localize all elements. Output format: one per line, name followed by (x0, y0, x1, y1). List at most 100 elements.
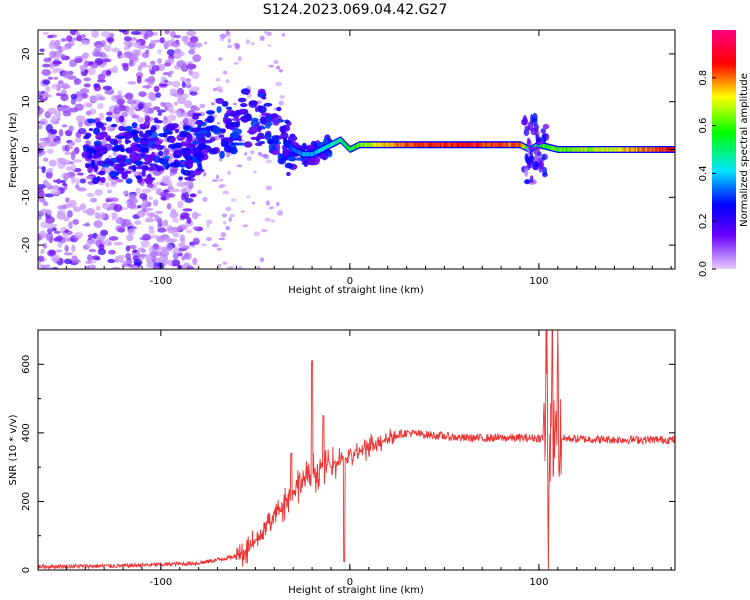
spectrogram-noise-blob (128, 59, 134, 67)
spectrogram-noise-blob (43, 157, 49, 162)
colorbar-label: Normalized spectral amplitude (739, 73, 750, 227)
spectrogram-noise-blob (85, 260, 92, 265)
spectrogram-ridge-blob (284, 119, 290, 124)
spectrogram-ridge-blob (287, 156, 295, 162)
spectrogram-noise-blob (165, 193, 176, 198)
spectrogram-noise-blob (173, 93, 183, 98)
spectrogram-noise-blob (69, 161, 74, 165)
spectrogram-noise-blob (60, 38, 67, 42)
spectrogram-noise-blob (257, 151, 263, 157)
spectrogram-noise-blob (206, 223, 210, 228)
spectrogram-ridge-core (539, 142, 542, 148)
spectrogram-blobs (38, 30, 675, 269)
spectrogram-disturbance-blob (532, 161, 540, 171)
spectrogram-disturbance-blob (542, 123, 550, 130)
spectrogram-ridge-blob (254, 106, 259, 113)
spectrogram-noise-blob (178, 242, 186, 249)
spectrogram-noise-blob (113, 107, 122, 115)
spectrogram-ridge-core (514, 142, 517, 147)
spectrogram-ridge-core (287, 142, 290, 148)
spectrogram-ridge-core (406, 142, 409, 147)
spectrogram-noise-blob (42, 243, 47, 249)
spectrogram-noise-blob (95, 205, 101, 211)
spectrogram-noise-blob (215, 174, 220, 180)
spectrogram-noise-blob (41, 92, 47, 100)
spectrogram-ridge-core (575, 147, 578, 152)
spectrogram-ridge-core (292, 146, 294, 152)
spectrogram-ridge-core (481, 142, 484, 147)
spectrogram-noise-blob (222, 190, 230, 195)
spectrogram-noise-blob (53, 230, 61, 234)
spectrogram-disturbance-blob (542, 166, 547, 176)
spectrogram-ridge-blob (229, 110, 238, 117)
spectrogram-noise-blob (48, 159, 57, 167)
spectrogram-ridge-core (494, 142, 496, 147)
spectrogram-ridge-core (284, 139, 286, 144)
spectrogram-ridge-core (613, 147, 615, 152)
spectrogram-ridge-core (483, 142, 486, 147)
spectrogram-noise-blob (267, 44, 272, 47)
spectrogram-ridge-blob (118, 115, 125, 123)
spectrogram-ridge-core (309, 152, 311, 157)
spectrogram-ridge-core (300, 151, 302, 156)
spectrogram-ridge-core (601, 147, 604, 152)
spectrogram-noise-blob (141, 107, 150, 113)
spectrogram-noise-blob (69, 61, 76, 68)
spectrogram-ridge-core (599, 147, 602, 152)
spectrogram-noise-blob (199, 103, 206, 109)
spectrogram-noise-blob (74, 137, 82, 143)
spectrogram-ridge-core (617, 147, 620, 152)
spectrogram-ridge-blob (87, 166, 93, 174)
spectrogram-noise-blob (63, 216, 70, 222)
spectrogram-noise-blob (45, 85, 51, 93)
spectrogram-ridge-blob (90, 159, 96, 167)
snr-x-tick-label: 100 (529, 577, 548, 588)
spectrogram-noise-blob (58, 80, 64, 85)
spectrogram-ridge-blob (276, 106, 282, 112)
spectrogram-ridge-blob (162, 155, 171, 160)
spectrogram-noise-blob (162, 257, 169, 266)
spectrogram-ridge-blob (131, 157, 141, 161)
spectrogram-ridge-core (394, 142, 396, 147)
spectrogram-ridge-blob (306, 144, 314, 150)
spectrogram-noise-blob (154, 39, 161, 43)
spectrogram-ridge-blob (140, 165, 149, 171)
spectrogram-noise-blob (173, 101, 179, 106)
spectrogram-y-axis-label: Frequency (Hz) (8, 112, 19, 188)
spectrogram-ridge-core (454, 142, 457, 147)
spectrogram-ridge-blob (195, 153, 205, 159)
spectrogram-noise-blob (233, 61, 239, 65)
spectrogram-disturbance-blob (527, 121, 534, 131)
spectrogram-ridge-core (542, 143, 545, 149)
spectrogram-noise-blob (157, 111, 162, 116)
spectrogram-noise-blob (197, 190, 202, 195)
snr-series-line (37, 329, 676, 571)
spectrogram-noise-blob (192, 226, 199, 230)
spectrogram-ridge-core (461, 142, 463, 147)
spectrogram-ridge-core (440, 142, 443, 147)
spectrogram-ridge-core (419, 142, 421, 147)
spectrogram-noise-blob (167, 114, 177, 121)
spectrogram-ridge-blob (191, 140, 200, 145)
spectrogram-ridge-core (311, 152, 314, 157)
spectrogram-ridge-core (288, 143, 291, 149)
spectrogram-x-tick-label: 0 (347, 276, 353, 287)
spectrogram-ridge-core (395, 142, 398, 147)
spectrogram-noise-blob (77, 187, 87, 192)
spectrogram-noise-blob (50, 254, 61, 263)
spectrogram-ridge-core (334, 140, 336, 146)
spectrogram-noise-blob (76, 34, 82, 42)
spectrogram-noise-blob (134, 220, 142, 225)
spectrogram-noise-blob (69, 107, 79, 113)
spectrogram-noise-blob (253, 170, 257, 174)
spectrogram-ridge-core (471, 142, 474, 147)
spectrogram-ridge-blob (111, 176, 119, 180)
spectrogram-noise-blob (169, 88, 177, 93)
spectrogram-ridge-core (342, 140, 344, 145)
spectrogram-ridge-core (504, 142, 506, 147)
spectrogram-ridge-core (607, 147, 610, 152)
spectrogram-ridge-core (556, 147, 559, 152)
spectrogram-noise-blob (259, 35, 265, 41)
spectrogram-noise-blob (51, 115, 56, 122)
spectrogram-ridge-core (629, 147, 631, 152)
